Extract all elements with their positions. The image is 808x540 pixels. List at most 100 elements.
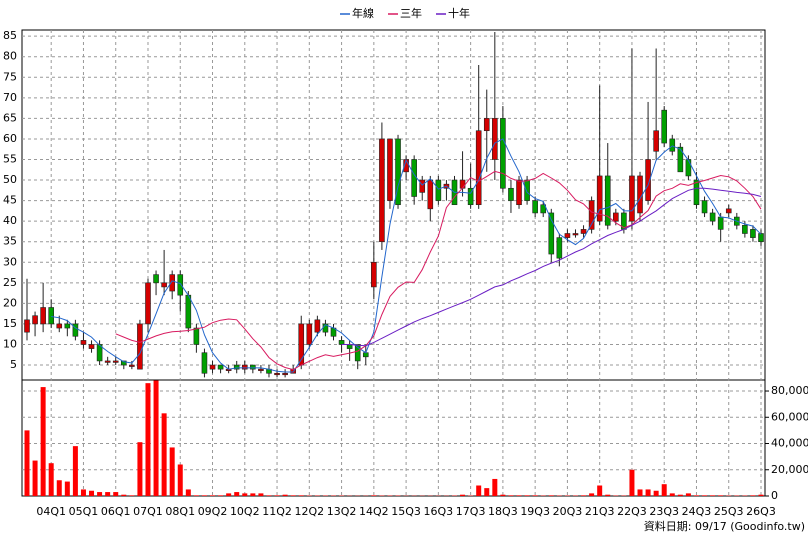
candle-body — [629, 175, 635, 222]
plot-frame — [21, 29, 766, 497]
volume-bar — [193, 495, 199, 496]
volume-bar — [653, 490, 659, 496]
y2-tick-label: 20,000 — [771, 463, 808, 476]
volume-bar — [693, 495, 699, 496]
x-tick-label: 12Q2 — [294, 505, 324, 518]
x-tick-label: 13Q2 — [327, 505, 357, 518]
legend-label: 十年 — [448, 6, 470, 20]
volume-bar — [718, 495, 724, 496]
volume-bar — [637, 489, 643, 496]
x-tick-label: 24Q3 — [682, 505, 712, 518]
volume-bar — [169, 447, 175, 496]
candle-body — [371, 261, 377, 288]
volume-bar — [64, 481, 70, 496]
volume-bar — [177, 464, 183, 496]
volume-bar — [669, 493, 675, 496]
candle-body — [750, 229, 756, 238]
candle-body — [564, 233, 571, 238]
candle-body — [709, 212, 716, 222]
volume-bar — [218, 495, 224, 496]
candle-body — [532, 200, 538, 214]
x-tick-label: 23Q3 — [649, 505, 679, 518]
volume-bar — [685, 493, 691, 496]
candle-body — [556, 237, 563, 259]
candle-body — [596, 175, 603, 222]
x-tick-label: 19Q3 — [520, 505, 550, 518]
candle-body — [241, 364, 248, 370]
x-tick-label: 18Q3 — [488, 505, 518, 518]
volume-bar — [492, 478, 498, 496]
y2-tick-label: 80,000 — [771, 384, 808, 397]
x-tick-label: 20Q3 — [553, 505, 583, 518]
footer: 資料日期: 09/17 (Goodinfo.tw) — [644, 519, 805, 533]
candle-body — [387, 138, 393, 201]
volume-bar — [105, 492, 111, 496]
x-tick-label: 05Q1 — [69, 505, 99, 518]
candle-body — [677, 146, 684, 173]
y-tick-label: 15 — [3, 317, 17, 330]
volume-bar — [185, 489, 191, 496]
y-tick-label: 45 — [3, 194, 17, 207]
volume-bar — [121, 494, 127, 496]
candle-body — [379, 138, 385, 243]
candle-body — [725, 208, 732, 214]
candle-body — [282, 372, 288, 376]
candle-body — [717, 216, 724, 230]
x-tick-label: 09Q2 — [198, 505, 228, 518]
y-tick-label: 60 — [3, 132, 17, 145]
candle-body — [475, 130, 482, 206]
volume-bar — [597, 485, 603, 496]
volume-bar — [484, 488, 490, 496]
candle-body — [120, 360, 127, 366]
x-tick-label: 15Q3 — [391, 505, 421, 518]
candle-body — [661, 109, 668, 144]
volume-bar — [589, 493, 595, 496]
volume-bar — [508, 495, 514, 496]
y-tick-label: 20 — [3, 296, 17, 309]
candle-body — [637, 175, 643, 214]
y-tick-label: 75 — [3, 70, 17, 83]
volume-bar — [97, 492, 103, 496]
y-tick-label: 40 — [3, 214, 17, 227]
volume-bar — [24, 430, 30, 496]
candle-body — [258, 368, 264, 371]
candle-body — [32, 315, 38, 325]
x-tick-label: 22Q3 — [617, 505, 647, 518]
volume-bar — [371, 495, 377, 496]
x-tick-label: 10Q2 — [230, 505, 260, 518]
x-tick-label: 21Q3 — [585, 505, 615, 518]
candle-body — [201, 352, 208, 374]
candle-body — [500, 118, 506, 189]
volume-bar — [258, 493, 264, 496]
candle-body — [588, 200, 595, 230]
volume-bar — [153, 380, 159, 496]
candle-body — [306, 323, 313, 345]
candle-body — [24, 319, 30, 333]
volume-bar — [516, 495, 522, 496]
x-tick-label: 08Q1 — [165, 505, 195, 518]
volume-bar — [750, 495, 756, 496]
volume-bar — [645, 489, 651, 496]
candle-body — [524, 179, 530, 201]
legend-label: 年線 — [352, 6, 374, 20]
candle-body — [701, 200, 708, 214]
candle-body — [354, 344, 361, 362]
y-tick-label: 85 — [3, 29, 17, 42]
volume-bar — [476, 485, 482, 496]
volume-bar — [274, 495, 280, 496]
y-tick-label: 65 — [3, 111, 17, 124]
candle-body — [217, 364, 224, 370]
candle-body — [72, 323, 79, 337]
volume-bar — [266, 495, 272, 496]
volume-bar — [72, 446, 78, 496]
volume-bar — [500, 494, 506, 496]
candle-body — [427, 179, 434, 210]
candle-body — [411, 159, 417, 197]
candle-body — [64, 323, 71, 329]
candle-body — [129, 364, 135, 367]
volume-bar — [702, 495, 708, 496]
x-tick-label: 16Q3 — [424, 505, 454, 518]
y-tick-label: 25 — [3, 276, 17, 289]
candle-body — [145, 282, 151, 325]
